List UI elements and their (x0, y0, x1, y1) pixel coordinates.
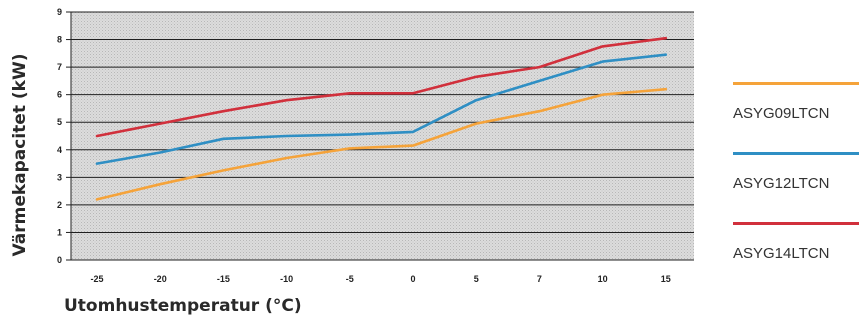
legend-label: ASYG09LTCN (733, 105, 830, 122)
y-tick-label: 7 (57, 62, 62, 72)
x-tick-label: -5 (346, 274, 354, 284)
legend-label: ASYG12LTCN (733, 175, 830, 192)
legend-item: ASYG09LTCN (733, 82, 859, 122)
y-tick-label: 2 (57, 200, 62, 210)
x-tick-label: -20 (154, 274, 167, 284)
x-tick-label: -25 (90, 274, 103, 284)
x-tick-label: -15 (217, 274, 230, 284)
x-tick-label: -10 (280, 274, 293, 284)
y-tick-label: 0 (57, 255, 62, 265)
x-tick-label: 0 (410, 274, 415, 284)
legend-label: ASYG14LTCN (733, 245, 830, 262)
y-tick-label: 8 (57, 35, 62, 45)
series-layer (95, 36, 668, 201)
y-tick-label: 3 (57, 172, 62, 182)
y-tick-label: 5 (57, 117, 62, 127)
x-axis-ticks: -25 -20 -15 -10 -5 0 5 7 10 15 (90, 274, 670, 284)
legend-item: ASYG12LTCN (733, 152, 859, 192)
x-tick-label: 5 (474, 274, 479, 284)
y-tick-label: 4 (57, 145, 62, 155)
legend-swatch (733, 222, 859, 225)
gridlines (70, 11, 694, 261)
y-tick-label: 1 (57, 227, 62, 237)
series-line-asyg09ltcn (95, 87, 668, 201)
line-chart: 0 1 2 3 4 5 6 7 8 9 -25 -20 -15 -10 -5 0 5 7 10 15 Värmeka… (10, 7, 694, 316)
legend-swatch (733, 82, 859, 85)
legend-item: ASYG14LTCN (733, 222, 859, 262)
series-line-asyg14ltcn (95, 36, 668, 138)
x-tick-label: 10 (598, 274, 608, 284)
x-axis-title: Utomhustemperatur (°C) (64, 296, 302, 316)
y-tick-label: 6 (57, 90, 62, 100)
series-line-asyg12ltcn (95, 53, 668, 165)
y-tick-label: 9 (57, 7, 62, 17)
plot-area (71, 12, 694, 260)
x-tick-label: 15 (661, 274, 671, 284)
y-axis-ticks: 0 1 2 3 4 5 6 7 8 9 (57, 7, 71, 265)
x-tick-label: 7 (537, 274, 542, 284)
legend-swatch (733, 152, 859, 155)
y-axis-title: Värmekapacitet (kW) (10, 54, 30, 257)
